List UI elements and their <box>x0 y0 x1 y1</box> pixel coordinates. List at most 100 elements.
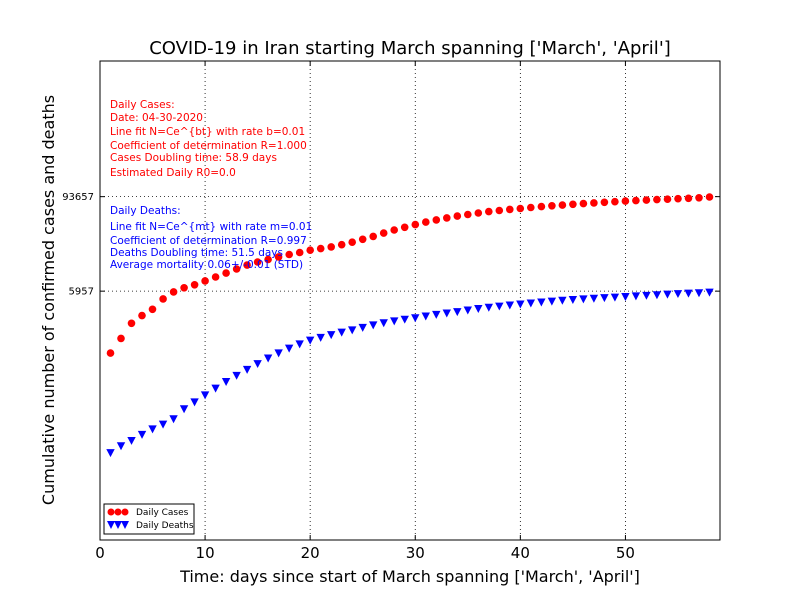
deaths-point <box>621 293 630 301</box>
x-tick-label: 30 <box>406 544 425 562</box>
legend-marker-deaths <box>107 521 115 529</box>
cases-point <box>159 295 167 303</box>
x-tick-label: 20 <box>301 544 320 562</box>
deaths-point <box>148 425 157 434</box>
cases-point <box>443 214 451 222</box>
deaths-point <box>652 291 662 300</box>
deaths-point <box>316 333 325 342</box>
deaths-point <box>547 297 557 306</box>
cases-point <box>285 250 294 259</box>
cases-point <box>400 223 409 232</box>
cases-point <box>621 197 630 205</box>
deaths-point <box>673 290 683 299</box>
cases-point <box>653 195 661 204</box>
cases-point <box>464 210 472 219</box>
cases-point <box>138 311 146 320</box>
deaths-point <box>137 430 147 439</box>
cases-point <box>548 202 556 210</box>
deaths-point <box>169 415 178 424</box>
legend-marker-cases <box>107 508 115 516</box>
cases-point <box>537 202 546 211</box>
deaths-point <box>684 289 693 298</box>
deaths-point <box>505 301 515 310</box>
deaths-point <box>211 384 220 393</box>
cases-annotation-heading: Daily Cases: <box>110 99 175 111</box>
cases-annotation-r0: Estimated Daily R0=0.0 <box>110 167 236 179</box>
cases-point <box>684 194 693 203</box>
y-tick-label: 5957 <box>69 287 94 298</box>
cases-point <box>201 277 209 285</box>
deaths-point <box>116 442 126 451</box>
deaths-point <box>400 315 409 324</box>
deaths-point <box>263 354 273 363</box>
deaths-point <box>600 294 609 303</box>
deaths-point <box>190 398 199 407</box>
axis-ticks: 0 10 20 30 40 50 5957 93657 <box>62 61 720 562</box>
cases-point <box>222 269 230 277</box>
cases-point <box>579 199 588 208</box>
cases-point <box>232 265 241 273</box>
data-marks <box>106 193 714 458</box>
deaths-point <box>369 321 378 330</box>
deaths-point <box>453 308 462 317</box>
plot-area-frame <box>99 60 721 541</box>
deaths-point <box>242 365 252 374</box>
deaths-point <box>463 306 472 315</box>
deaths-point <box>295 340 304 349</box>
cases-annotation-r: Coefficient of determination R=1.000 <box>110 140 307 152</box>
cases-point <box>695 194 703 202</box>
deaths-point <box>421 312 430 321</box>
cases-point <box>117 334 125 343</box>
cases-point <box>264 255 272 264</box>
deaths-point <box>221 378 231 387</box>
deaths-point <box>568 296 578 305</box>
cases-point <box>127 319 136 328</box>
cases-point <box>569 200 577 209</box>
deaths-point <box>127 436 136 445</box>
deaths-point <box>106 449 115 458</box>
cases-point <box>306 246 315 254</box>
cases-point <box>274 253 283 261</box>
deaths-point <box>663 290 672 299</box>
x-tick-label: 10 <box>196 544 215 562</box>
deaths-point <box>610 293 620 302</box>
deaths-annotation-heading: Daily Deaths: <box>110 205 181 217</box>
y-axis-label: Cumulative number of confirmed cases and… <box>39 95 58 505</box>
cases-point <box>632 196 640 205</box>
deaths-annotation-doubling: Deaths Doubling time: 51.5 days <box>110 247 283 259</box>
cases-annotation-doubling: Cases Doubling time: 58.9 days <box>110 152 277 164</box>
deaths-point <box>694 289 704 298</box>
deaths-point <box>579 295 588 304</box>
legend-marker-cases <box>121 508 129 516</box>
deaths-annotation-r: Coefficient of determination R=0.997 <box>110 235 307 247</box>
cases-point <box>211 273 220 281</box>
cases-point <box>243 261 251 269</box>
deaths-point <box>484 303 494 312</box>
deaths-point <box>558 296 567 305</box>
cases-annotation-fit: Line fit N=Ce^{bt} with rate b=0.01 <box>110 126 305 138</box>
deaths-point <box>179 405 189 414</box>
series-daily-cases <box>106 193 714 357</box>
cases-point <box>495 206 504 215</box>
deaths-point <box>442 309 451 318</box>
cases-point <box>705 193 714 201</box>
legend: Daily Cases Daily Deaths <box>103 503 195 535</box>
cases-point <box>106 349 115 357</box>
deaths-point <box>232 371 241 380</box>
cases-point <box>527 203 535 212</box>
deaths-point <box>305 336 315 345</box>
cases-point <box>432 216 441 224</box>
legend-entry-cases: Daily Cases <box>107 508 189 518</box>
deaths-point <box>337 328 346 337</box>
deaths-point <box>474 305 483 314</box>
deaths-point <box>284 344 294 353</box>
cases-point <box>348 238 357 246</box>
cases-annotation-date: Date: 04-30-2020 <box>110 112 203 124</box>
cases-point <box>148 305 157 314</box>
deaths-point <box>253 360 262 369</box>
cases-point <box>474 209 483 217</box>
cases-point <box>169 288 178 296</box>
cases-point <box>590 199 598 207</box>
